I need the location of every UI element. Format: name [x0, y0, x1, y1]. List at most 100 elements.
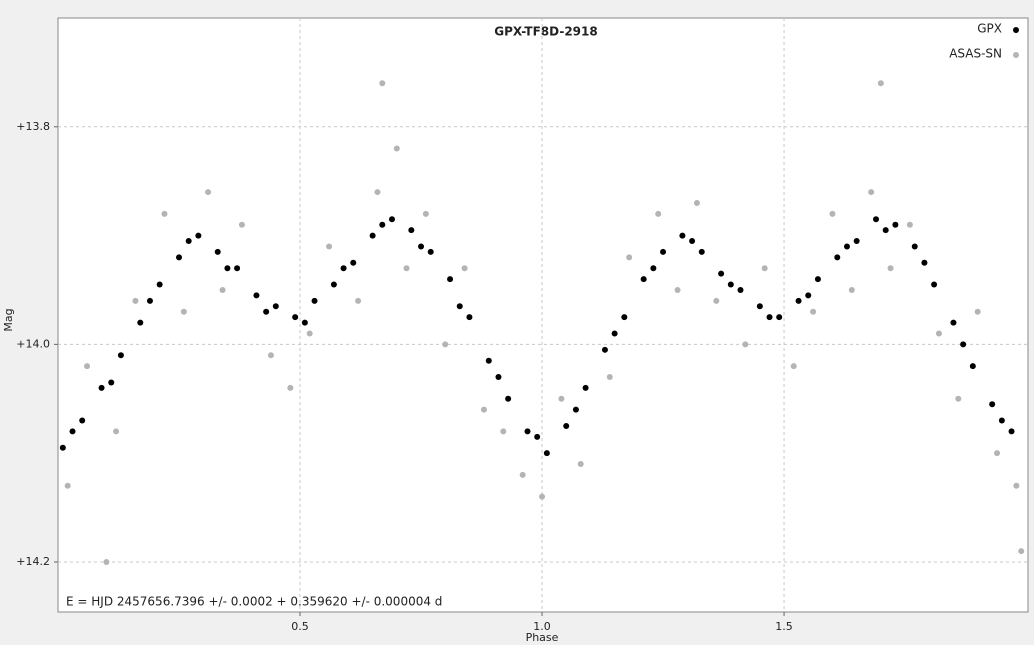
data-point: [713, 297, 720, 304]
data-point: [742, 341, 749, 348]
y-tick-label: +14.0: [16, 337, 50, 350]
data-point: [829, 210, 836, 217]
data-point: [64, 482, 71, 489]
legend-label: ASAS-SN: [949, 47, 1002, 61]
data-point: [59, 444, 66, 451]
data-point: [234, 265, 241, 272]
data-point: [393, 145, 400, 152]
data-point: [137, 319, 144, 326]
data-point: [69, 428, 76, 435]
data-point: [679, 232, 686, 239]
data-point: [727, 281, 734, 288]
data-point: [843, 243, 850, 250]
data-point: [974, 308, 981, 315]
data-point: [756, 303, 763, 310]
data-point: [655, 210, 662, 217]
data-point: [403, 265, 410, 272]
legend-marker: [1013, 27, 1019, 33]
data-point: [350, 259, 357, 266]
data-point: [272, 303, 279, 310]
y-tick-label: +14.2: [16, 555, 50, 568]
data-point: [301, 319, 308, 326]
x-tick-label: 1.5: [775, 620, 793, 633]
data-point: [103, 558, 110, 565]
data-point: [1008, 428, 1015, 435]
data-point: [330, 281, 337, 288]
data-point: [998, 417, 1005, 424]
data-point: [238, 221, 245, 228]
data-point: [146, 297, 153, 304]
data-point: [960, 341, 967, 348]
data-point: [994, 450, 1001, 457]
x-tick-label: 0.5: [291, 620, 309, 633]
data-point: [689, 238, 696, 245]
data-point: [969, 363, 976, 370]
data-point: [408, 227, 415, 234]
data-point: [98, 384, 105, 391]
data-point: [485, 357, 492, 364]
data-point: [180, 308, 187, 315]
data-point: [156, 281, 163, 288]
data-point: [911, 243, 918, 250]
data-point: [582, 384, 589, 391]
x-tick-label: 1.0: [533, 620, 551, 633]
data-point: [461, 265, 468, 272]
data-point: [539, 493, 546, 500]
data-point: [369, 232, 376, 239]
data-point: [814, 276, 821, 283]
legend-marker: [1013, 52, 1019, 58]
data-point: [534, 433, 541, 440]
data-point: [161, 210, 168, 217]
data-point: [292, 314, 299, 321]
legend-label: GPX: [977, 22, 1002, 36]
data-point: [524, 428, 531, 435]
data-point: [935, 330, 942, 337]
data-point: [422, 210, 429, 217]
data-point: [955, 395, 962, 402]
data-point: [495, 374, 502, 381]
data-point: [873, 216, 880, 223]
data-point: [340, 265, 347, 272]
data-point: [326, 243, 333, 250]
data-point: [558, 395, 565, 402]
data-point: [737, 286, 744, 293]
x-axis-label: Phase: [526, 631, 559, 644]
data-point: [480, 406, 487, 413]
data-point: [447, 276, 454, 283]
y-tick-label: +13.8: [16, 120, 50, 133]
data-point: [456, 303, 463, 310]
data-point: [427, 248, 434, 255]
data-point: [577, 461, 584, 468]
data-point: [626, 254, 633, 261]
data-point: [606, 374, 613, 381]
data-point: [1013, 482, 1020, 489]
data-point: [718, 270, 725, 277]
data-point: [795, 297, 802, 304]
data-point: [761, 265, 768, 272]
data-point: [650, 265, 657, 272]
data-point: [84, 363, 91, 370]
data-point: [674, 286, 681, 293]
data-point: [877, 80, 884, 87]
data-point: [374, 189, 381, 196]
data-point: [117, 352, 124, 359]
y-axis-label: Mag: [2, 308, 15, 331]
data-point: [931, 281, 938, 288]
data-point: [640, 276, 647, 283]
data-point: [113, 428, 120, 435]
data-point: [621, 314, 628, 321]
chart-title: GPX-TF8D-2918: [494, 25, 597, 39]
data-point: [611, 330, 618, 337]
data-point: [388, 216, 395, 223]
data-point: [698, 248, 705, 255]
data-point: [834, 254, 841, 261]
data-point: [214, 248, 221, 255]
data-point: [950, 319, 957, 326]
data-point: [253, 292, 260, 299]
data-point: [287, 384, 294, 391]
data-point: [805, 292, 812, 299]
data-point: [176, 254, 183, 261]
data-point: [185, 238, 192, 245]
data-point: [466, 314, 473, 321]
